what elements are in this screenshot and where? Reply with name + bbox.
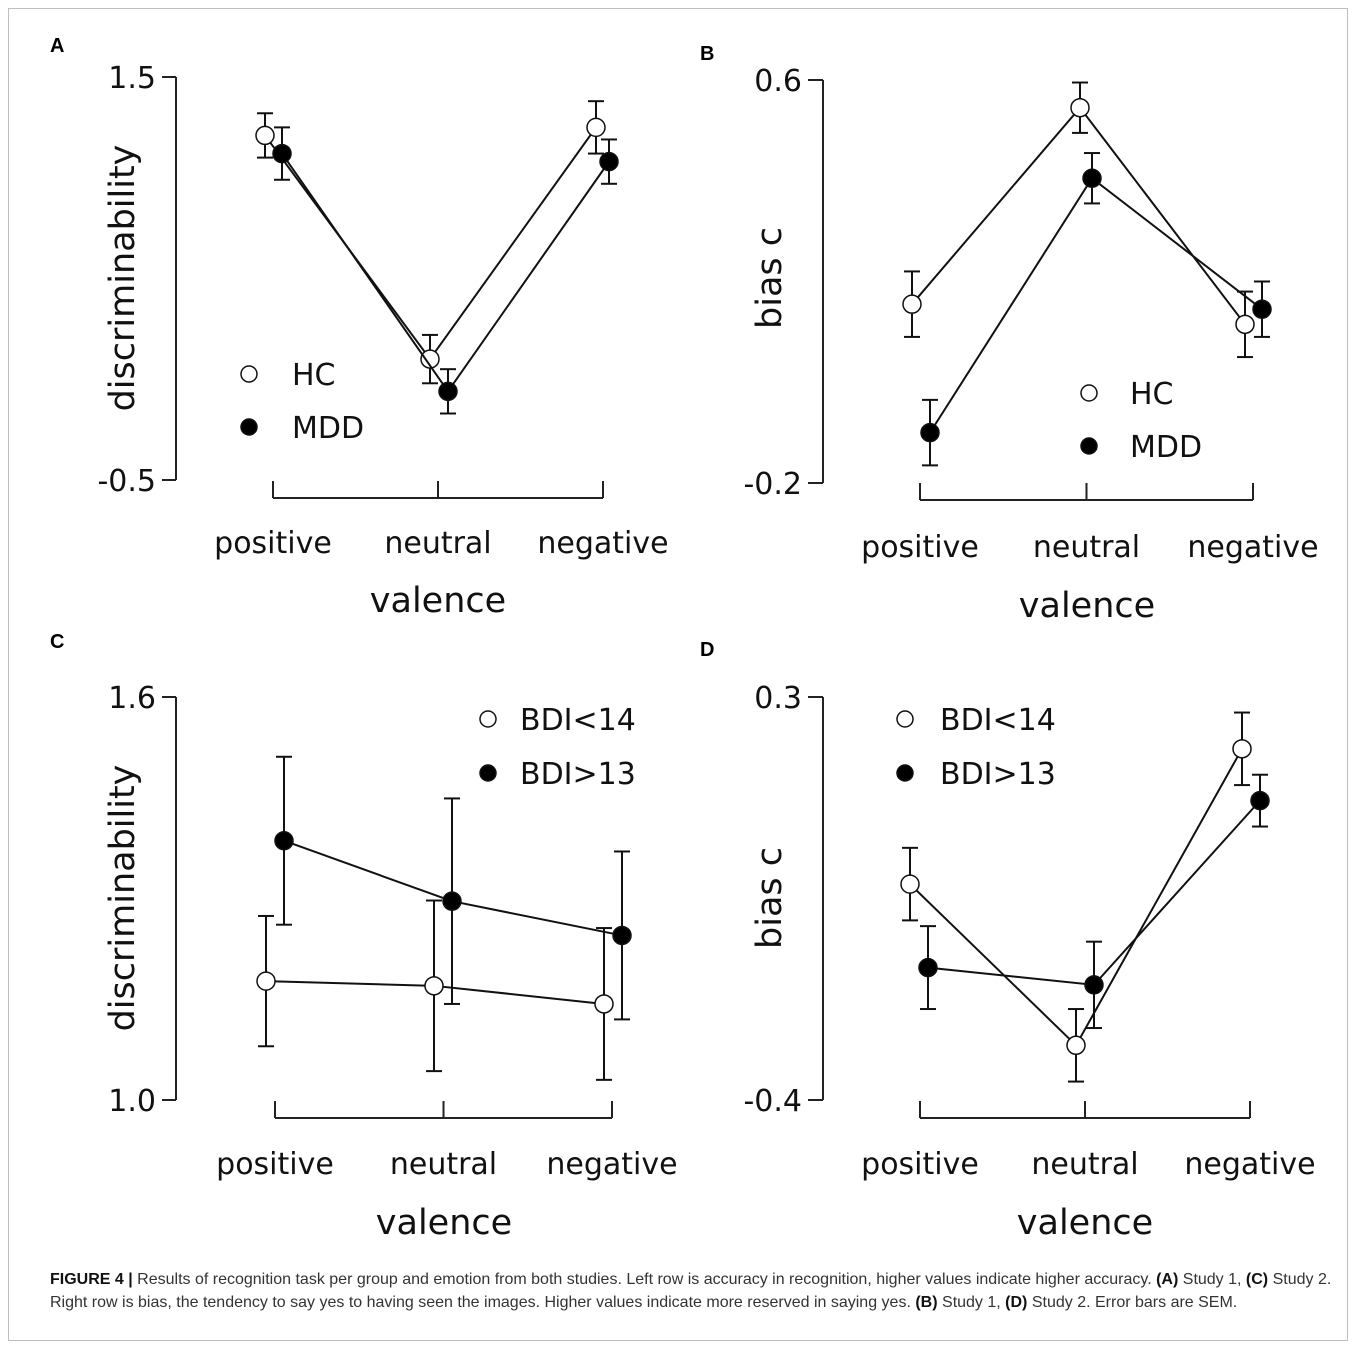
x-tick-label-a-2: negative <box>537 526 668 561</box>
y-tick-label-b-0: 0.6 <box>754 64 802 99</box>
data-point-d-filled-0 <box>918 957 938 978</box>
legend-label-a-filled: MDD <box>292 411 364 446</box>
legend-label-a-open: HC <box>292 358 336 393</box>
legend-marker-b-filled <box>1080 437 1098 455</box>
data-point-d-open-0 <box>900 874 920 894</box>
legend-label-b-open: HC <box>1130 377 1174 412</box>
x-axis-title-b: valence <box>1019 586 1155 626</box>
series-line-a-open <box>264 126 597 361</box>
x-tick-label-c-1: neutral <box>390 1147 497 1182</box>
data-point-c-open-2 <box>594 994 614 1014</box>
data-point-a-filled-1 <box>438 381 458 402</box>
caption-ref-c: (C) <box>1245 1271 1269 1288</box>
data-point-c-filled-0 <box>274 830 294 851</box>
legend-label-c-filled: BDI>13 <box>520 757 636 792</box>
data-point-a-open-1 <box>420 349 440 369</box>
y-axis-title-c: discriminability <box>103 765 143 1032</box>
x-axis-title-d: valence <box>1017 1203 1153 1243</box>
panel-label-b: B <box>700 43 714 65</box>
y-axis-title-a: discriminability <box>103 145 143 412</box>
data-point-d-open-1 <box>1066 1035 1086 1056</box>
legend-marker-c-filled <box>479 764 497 782</box>
caption-text-3: Study 2. Right row is bias, the tendency… <box>50 1271 1332 1311</box>
data-point-b-open-2 <box>1235 314 1255 335</box>
x-axis-title-c: valence <box>376 1203 512 1243</box>
y-tick-label-d-1: -0.4 <box>743 1084 802 1119</box>
x-tick-label-a-0: positive <box>214 526 332 561</box>
caption-ref-b: (B) <box>915 1294 938 1311</box>
legend-label-d-open: BDI<14 <box>940 703 1056 738</box>
y-tick-label-d-0: 0.3 <box>754 681 802 716</box>
legend-marker-d-filled <box>896 764 914 782</box>
x-tick-label-c-0: positive <box>216 1147 334 1182</box>
legend-marker-a-open <box>240 365 258 383</box>
data-point-c-open-0 <box>256 971 276 991</box>
panel-label-d: D <box>700 639 714 661</box>
data-point-c-open-1 <box>424 976 444 996</box>
caption-text-2: Study 1, <box>1182 1271 1242 1288</box>
data-point-d-filled-2 <box>1250 790 1270 811</box>
panel-label-c: C <box>50 631 64 653</box>
legend-label-d-filled: BDI>13 <box>940 757 1056 792</box>
data-point-a-filled-0 <box>272 143 292 164</box>
caption-ref-a: (A) <box>1156 1271 1179 1288</box>
legend-marker-b-open <box>1080 384 1098 402</box>
x-tick-label-a-1: neutral <box>384 526 491 561</box>
figure-canvas: A 1.5 -0.5 discriminability positive neutral n… <box>50 35 1319 1243</box>
legend-label-b-filled: MDD <box>1130 430 1202 465</box>
legend-marker-c-open <box>479 710 497 728</box>
figure-frame <box>8 8 1348 1341</box>
panel-label-a: A <box>50 35 64 57</box>
caption-text-4: Study 1, <box>942 1294 1001 1311</box>
y-axis-title-b: bias c <box>750 227 790 329</box>
x-tick-label-d-1: neutral <box>1031 1147 1138 1182</box>
y-tick-label-b-1: -0.2 <box>743 467 802 502</box>
x-tick-label-b-1: neutral <box>1033 530 1140 565</box>
series-line-a-filled <box>281 152 610 394</box>
legend-marker-a-filled <box>240 418 258 436</box>
data-point-a-open-0 <box>255 125 275 146</box>
x-tick-label-c-2: negative <box>546 1147 677 1182</box>
figure-caption: FIGURE 4 | Results of recognition task p… <box>50 1268 1340 1314</box>
caption-text-5: Study 2. Error bars are SEM. <box>1031 1294 1238 1311</box>
legend-label-c-open: BDI<14 <box>520 703 636 738</box>
data-point-b-open-0 <box>902 294 922 314</box>
data-point-b-open-1 <box>1070 97 1090 118</box>
x-tick-label-d-2: negative <box>1184 1147 1315 1182</box>
caption-ref-d: (D) <box>1005 1294 1028 1311</box>
data-point-b-filled-1 <box>1082 168 1102 188</box>
x-tick-label-b-0: positive <box>861 530 979 565</box>
y-axis-title-d: bias c <box>750 847 790 949</box>
data-point-b-filled-0 <box>920 422 940 443</box>
x-tick-label-b-2: negative <box>1187 530 1318 565</box>
data-point-c-filled-1 <box>442 891 462 911</box>
y-tick-label-c-0: 1.6 <box>108 681 156 716</box>
data-point-a-filled-2 <box>599 151 619 172</box>
x-tick-label-d-0: positive <box>861 1147 979 1182</box>
y-tick-label-a-0: 1.5 <box>108 61 156 96</box>
caption-text-1: Results of recognition task per group an… <box>137 1271 1152 1288</box>
caption-figure-label: FIGURE 4 | <box>50 1271 133 1288</box>
data-point-d-open-2 <box>1232 739 1252 759</box>
y-tick-label-c-1: 1.0 <box>108 1084 156 1119</box>
x-axis-title-a: valence <box>370 581 506 621</box>
legend-marker-d-open <box>896 710 914 728</box>
y-tick-label-a-1: -0.5 <box>97 464 156 499</box>
series-line-d-open <box>909 748 1243 1047</box>
data-point-a-open-2 <box>586 117 606 138</box>
series-line-b-open <box>911 106 1246 325</box>
data-point-b-filled-2 <box>1252 299 1272 319</box>
data-point-d-filled-1 <box>1084 975 1104 995</box>
data-point-c-filled-2 <box>612 925 632 946</box>
